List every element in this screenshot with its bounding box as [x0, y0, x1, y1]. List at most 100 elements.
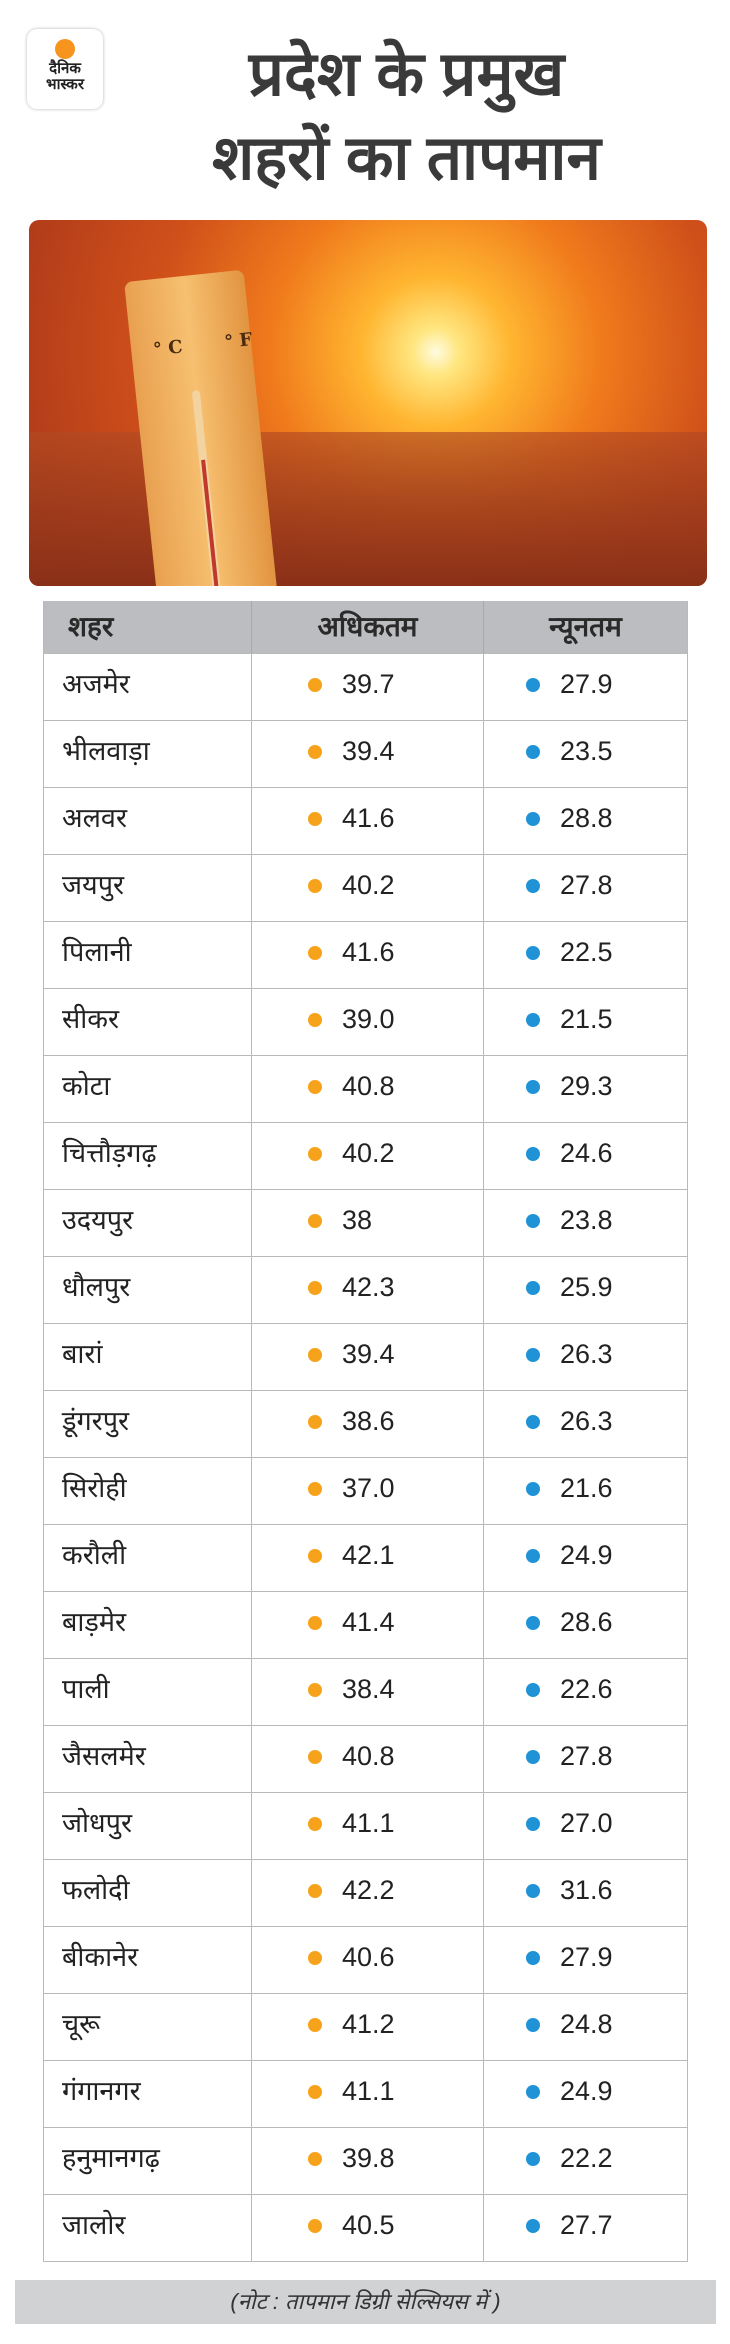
max-temp-cell: 37.0: [252, 1457, 484, 1524]
city-name: कोटा: [44, 1055, 252, 1122]
max-temp-cell: 39.4: [252, 1323, 484, 1390]
min-temp-cell: 27.9: [484, 653, 687, 720]
max-temp-cell: 40.5: [252, 2194, 484, 2261]
table-row: डूंगरपुर 38.6 26.3: [44, 1390, 687, 1457]
min-temp: 22.6: [560, 1674, 613, 1704]
table-row: गंगानगर 41.1 24.9: [44, 2060, 687, 2127]
min-temp: 28.8: [560, 803, 613, 833]
min-temp: 27.7: [560, 2210, 613, 2240]
table-row: बीकानेर 40.6 27.9: [44, 1926, 687, 1993]
city-name: धौलपुर: [44, 1256, 252, 1323]
blue-dot-icon: [526, 1884, 540, 1898]
max-temp-cell: 39.8: [252, 2127, 484, 2194]
orange-dot-icon: [308, 1214, 322, 1228]
max-temp-cell: 42.3: [252, 1256, 484, 1323]
header-max: अधिकतम: [252, 601, 484, 653]
max-temp: 40.8: [342, 1071, 395, 1101]
min-temp: 23.5: [560, 736, 613, 766]
blue-dot-icon: [526, 1683, 540, 1697]
max-temp-cell: 38.4: [252, 1658, 484, 1725]
min-temp-cell: 27.8: [484, 854, 687, 921]
max-temp-cell: 38.6: [252, 1390, 484, 1457]
min-temp: 25.9: [560, 1272, 613, 1302]
blue-dot-icon: [526, 1817, 540, 1831]
city-name: सिरोही: [44, 1457, 252, 1524]
max-temp: 39.4: [342, 1339, 395, 1369]
blue-dot-icon: [526, 1281, 540, 1295]
min-temp: 21.5: [560, 1004, 613, 1034]
max-temp-cell: 41.1: [252, 2060, 484, 2127]
logo-text: दैनिक: [49, 60, 81, 77]
blue-dot-icon: [526, 1750, 540, 1764]
city-name: पाली: [44, 1658, 252, 1725]
orange-dot-icon: [308, 2085, 322, 2099]
min-temp-cell: 22.6: [484, 1658, 687, 1725]
min-temp: 31.6: [560, 1875, 613, 1905]
max-temp: 41.1: [342, 1808, 395, 1838]
orange-dot-icon: [308, 1348, 322, 1362]
blue-dot-icon: [526, 2018, 540, 2032]
orange-dot-icon: [308, 1683, 322, 1697]
min-temp-cell: 31.6: [484, 1859, 687, 1926]
min-temp-cell: 28.8: [484, 787, 687, 854]
note: (नोट : तापमान डिग्री सेल्सियस में ): [15, 2280, 716, 2324]
table-row: सिरोही 37.0 21.6: [44, 1457, 687, 1524]
orange-dot-icon: [308, 1013, 322, 1027]
min-temp: 24.9: [560, 2076, 613, 2106]
max-temp: 40.2: [342, 870, 395, 900]
min-temp-cell: 24.8: [484, 1993, 687, 2060]
min-temp-cell: 27.8: [484, 1725, 687, 1792]
min-temp: 22.5: [560, 937, 613, 967]
blue-dot-icon: [526, 1415, 540, 1429]
table-row: भीलवाड़ा 39.4 23.5: [44, 720, 687, 787]
min-temp: 29.3: [560, 1071, 613, 1101]
max-temp-cell: 40.6: [252, 1926, 484, 1993]
table-row: जालोर 40.5 27.7: [44, 2194, 687, 2261]
header-city: शहर: [44, 601, 252, 653]
min-temp-cell: 21.6: [484, 1457, 687, 1524]
city-name: हनुमानगढ़: [44, 2127, 252, 2194]
min-temp: 27.0: [560, 1808, 613, 1838]
table-row: जोधपुर 41.1 27.0: [44, 1792, 687, 1859]
min-temp-cell: 23.5: [484, 720, 687, 787]
max-temp: 42.2: [342, 1875, 395, 1905]
orange-dot-icon: [308, 812, 322, 826]
max-temp: 41.6: [342, 937, 395, 967]
city-name: फलोदी: [44, 1859, 252, 1926]
max-temp-cell: 41.6: [252, 787, 484, 854]
city-name: डूंगरपुर: [44, 1390, 252, 1457]
title-line-2: शहरों का तापमान: [212, 124, 601, 193]
min-temp: 26.3: [560, 1406, 613, 1436]
blue-dot-icon: [526, 2152, 540, 2166]
table-row: पिलानी 41.6 22.5: [44, 921, 687, 988]
min-temp: 21.6: [560, 1473, 613, 1503]
city-name: करौली: [44, 1524, 252, 1591]
max-temp: 41.2: [342, 2009, 395, 2039]
min-temp: 27.9: [560, 669, 613, 699]
city-name: सीकर: [44, 988, 252, 1055]
table-row: उदयपुर 38 23.8: [44, 1189, 687, 1256]
table-header-row: शहर अधिकतम न्यूनतम: [44, 601, 687, 653]
city-name: जोधपुर: [44, 1792, 252, 1859]
max-temp-cell: 41.1: [252, 1792, 484, 1859]
max-temp-cell: 42.2: [252, 1859, 484, 1926]
blue-dot-icon: [526, 1348, 540, 1362]
orange-dot-icon: [308, 1080, 322, 1094]
min-temp-cell: 29.3: [484, 1055, 687, 1122]
max-temp-cell: 40.2: [252, 1122, 484, 1189]
max-temp-cell: 41.4: [252, 1591, 484, 1658]
min-temp-cell: 28.6: [484, 1591, 687, 1658]
min-temp-cell: 24.9: [484, 1524, 687, 1591]
min-temp-cell: 27.9: [484, 1926, 687, 1993]
city-name: बीकानेर: [44, 1926, 252, 1993]
max-temp: 39.8: [342, 2143, 395, 2173]
city-name: चित्तौड़गढ़: [44, 1122, 252, 1189]
heat-sun-thermometer-image: °C °F: [29, 220, 707, 586]
min-temp: 26.3: [560, 1339, 613, 1369]
city-name: बारां: [44, 1323, 252, 1390]
max-temp-cell: 38: [252, 1189, 484, 1256]
max-temp: 41.1: [342, 2076, 395, 2106]
min-temp: 23.8: [560, 1205, 613, 1235]
table-row: सीकर 39.0 21.5: [44, 988, 687, 1055]
min-temp: 28.6: [560, 1607, 613, 1637]
